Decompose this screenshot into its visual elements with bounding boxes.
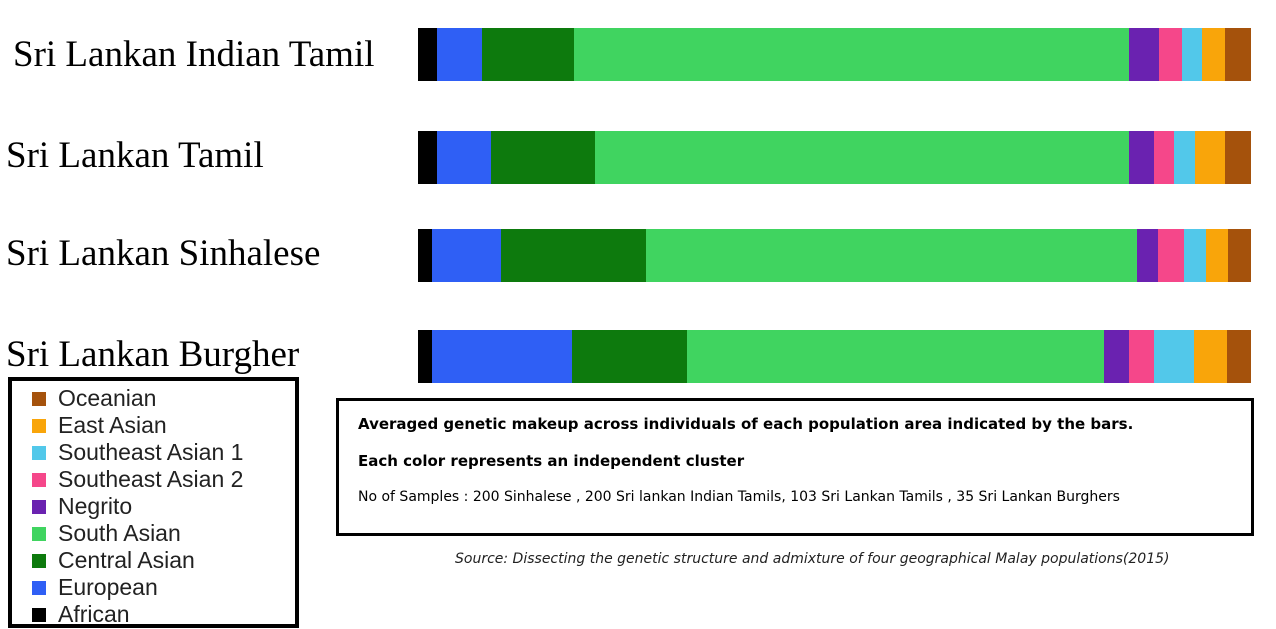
bar-segment-european bbox=[437, 131, 492, 184]
legend-label: European bbox=[58, 574, 158, 600]
legend-item: Central Asian bbox=[32, 547, 195, 574]
legend-label: East Asian bbox=[58, 412, 167, 438]
bar-segment-east-asian bbox=[1201, 28, 1226, 81]
bar-segment-central-asian bbox=[482, 28, 574, 81]
bar-segment-east-asian bbox=[1195, 131, 1226, 184]
bar-segment-south-asian bbox=[686, 330, 1104, 383]
bar-segment-african bbox=[418, 229, 433, 282]
source-note: Source: Dissecting the genetic structure… bbox=[455, 551, 1170, 567]
legend-swatch bbox=[32, 391, 46, 406]
bar-segment-african bbox=[418, 330, 433, 383]
info-box: Averaged genetic makeup across individua… bbox=[336, 398, 1254, 536]
bar-segment-negrito bbox=[1128, 28, 1159, 81]
bar-segment-european bbox=[432, 330, 572, 383]
bar-segment-oceanian bbox=[1226, 330, 1251, 383]
bar-segment-central-asian bbox=[501, 229, 646, 282]
legend-label: Central Asian bbox=[58, 547, 195, 573]
bar-segment-oceanian bbox=[1225, 131, 1251, 184]
legend-item: African bbox=[32, 601, 130, 628]
legend-item: Negrito bbox=[32, 493, 132, 520]
bar-segment-oceanian bbox=[1225, 28, 1251, 81]
stacked-bar bbox=[418, 229, 1251, 282]
legend-swatch bbox=[32, 607, 46, 622]
legend-swatch bbox=[32, 580, 46, 595]
legend-swatch bbox=[32, 553, 46, 568]
bar-segment-negrito bbox=[1103, 330, 1129, 383]
bar-segment-southeast-asian-1 bbox=[1154, 330, 1194, 383]
stacked-bar bbox=[418, 131, 1251, 184]
legend-swatch bbox=[32, 445, 46, 460]
bar-segment-southeast-asian-2 bbox=[1157, 229, 1185, 282]
legend-swatch bbox=[32, 472, 46, 487]
bar-segment-southeast-asian-1 bbox=[1181, 28, 1202, 81]
info-line-2: Each color represents an independent clu… bbox=[358, 452, 745, 470]
bar-segment-central-asian bbox=[491, 131, 596, 184]
legend-item: South Asian bbox=[32, 520, 181, 547]
bar-label: Sri Lankan Tamil bbox=[6, 135, 264, 176]
bar-segment-south-asian bbox=[645, 229, 1137, 282]
legend-swatch bbox=[32, 418, 46, 433]
bar-segment-negrito bbox=[1129, 131, 1154, 184]
bar-segment-east-asian bbox=[1205, 229, 1228, 282]
legend-label: South Asian bbox=[58, 520, 181, 546]
stacked-bar bbox=[418, 330, 1251, 383]
legend-item: Southeast Asian 1 bbox=[32, 439, 243, 466]
bar-segment-southeast-asian-1 bbox=[1184, 229, 1206, 282]
legend-swatch bbox=[32, 526, 46, 541]
bar-segment-negrito bbox=[1136, 229, 1158, 282]
bar-segment-central-asian bbox=[571, 330, 687, 383]
bar-label: Sri Lankan Indian Tamil bbox=[13, 34, 375, 75]
stacked-bar bbox=[418, 28, 1251, 81]
bar-segment-african bbox=[418, 131, 438, 184]
bar-segment-european bbox=[437, 28, 483, 81]
bar-segment-african bbox=[418, 28, 438, 81]
bar-segment-southeast-asian-1 bbox=[1173, 131, 1196, 184]
legend-item: Southeast Asian 2 bbox=[32, 466, 243, 493]
bar-segment-south-asian bbox=[573, 28, 1129, 81]
legend-item: European bbox=[32, 574, 158, 601]
bar-segment-oceanian bbox=[1227, 229, 1251, 282]
bar-label: Sri Lankan Burgher bbox=[6, 334, 300, 375]
legend-swatch bbox=[32, 499, 46, 514]
bar-segment-southeast-asian-2 bbox=[1128, 330, 1155, 383]
bar-segment-european bbox=[432, 229, 502, 282]
info-line-1: Averaged genetic makeup across individua… bbox=[358, 415, 1134, 433]
bar-segment-east-asian bbox=[1193, 330, 1227, 383]
legend-label: African bbox=[58, 601, 130, 627]
bar-label: Sri Lankan Sinhalese bbox=[6, 233, 321, 274]
legend-label: Southeast Asian 1 bbox=[58, 439, 244, 465]
legend: Oceanian East Asian Southeast Asian 1 South… bbox=[8, 377, 299, 628]
bar-segment-southeast-asian-2 bbox=[1153, 131, 1174, 184]
legend-item: East Asian bbox=[32, 412, 167, 439]
bar-segment-south-asian bbox=[595, 131, 1130, 184]
legend-label: Oceanian bbox=[58, 385, 157, 411]
legend-label: Southeast Asian 2 bbox=[58, 466, 244, 492]
bar-segment-southeast-asian-2 bbox=[1158, 28, 1182, 81]
legend-item: Oceanian bbox=[32, 385, 156, 412]
legend-label: Negrito bbox=[58, 493, 133, 519]
info-line-3: No of Samples : 200 Sinhalese , 200 Sri … bbox=[358, 489, 1120, 505]
